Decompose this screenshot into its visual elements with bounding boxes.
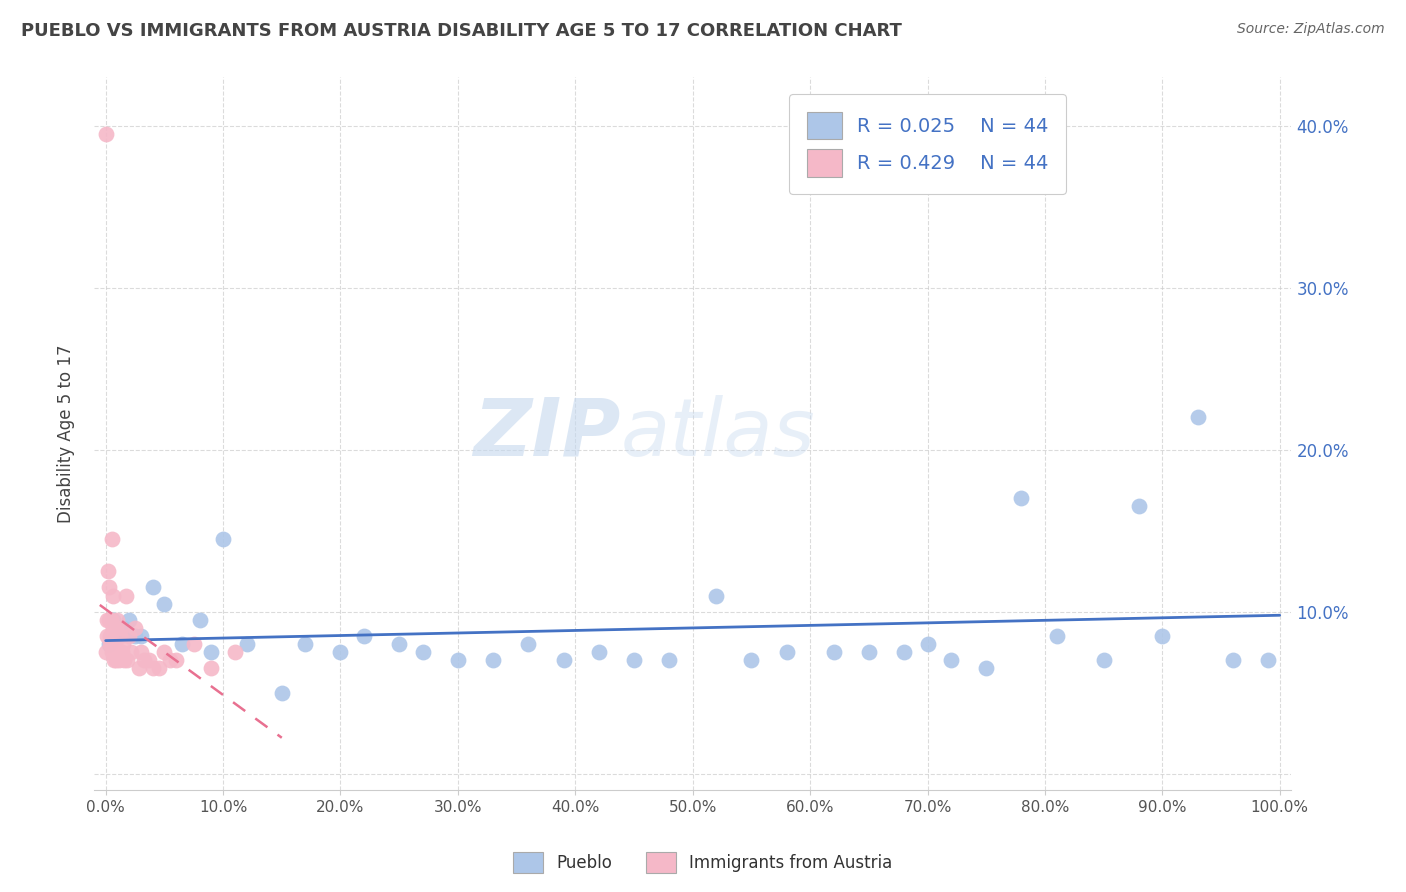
Point bbox=[917, 637, 939, 651]
Point bbox=[183, 637, 205, 651]
Point bbox=[553, 653, 575, 667]
Point bbox=[105, 629, 128, 643]
Point bbox=[100, 613, 122, 627]
Point bbox=[118, 629, 141, 643]
Point bbox=[704, 589, 727, 603]
Point bbox=[200, 661, 222, 675]
Point bbox=[98, 581, 121, 595]
Point bbox=[112, 621, 135, 635]
Point bbox=[115, 653, 138, 667]
Point bbox=[98, 637, 121, 651]
Point bbox=[94, 127, 117, 141]
Point bbox=[658, 653, 681, 667]
Point bbox=[224, 645, 246, 659]
Point bbox=[974, 661, 997, 675]
Point bbox=[98, 637, 121, 651]
Point bbox=[893, 645, 915, 659]
Point bbox=[170, 637, 193, 651]
Text: ZIP: ZIP bbox=[474, 394, 621, 473]
Point bbox=[412, 645, 434, 659]
Point bbox=[1128, 500, 1150, 514]
Text: atlas: atlas bbox=[621, 394, 815, 473]
Point bbox=[447, 653, 470, 667]
Point bbox=[388, 637, 411, 651]
Point bbox=[112, 637, 135, 651]
Point bbox=[517, 637, 540, 651]
Point bbox=[353, 629, 375, 643]
Point bbox=[153, 597, 176, 611]
Point bbox=[107, 653, 129, 667]
Point bbox=[1152, 629, 1174, 643]
Text: Source: ZipAtlas.com: Source: ZipAtlas.com bbox=[1237, 22, 1385, 37]
Point bbox=[1010, 491, 1032, 506]
Point bbox=[98, 629, 121, 643]
Point bbox=[329, 645, 352, 659]
Point bbox=[134, 653, 156, 667]
Point bbox=[823, 645, 845, 659]
Point bbox=[100, 532, 122, 546]
Legend: R = 0.025    N = 44, R = 0.429    N = 44: R = 0.025 N = 44, R = 0.429 N = 44 bbox=[789, 95, 1066, 194]
Point bbox=[97, 564, 120, 578]
Point bbox=[108, 629, 131, 643]
Point bbox=[129, 645, 152, 659]
Point bbox=[1187, 410, 1209, 425]
Point bbox=[775, 645, 797, 659]
Point bbox=[121, 645, 143, 659]
Point bbox=[588, 645, 610, 659]
Point bbox=[101, 645, 124, 659]
Point bbox=[1257, 653, 1279, 667]
Point bbox=[111, 645, 134, 659]
Point bbox=[114, 653, 136, 667]
Point bbox=[105, 613, 128, 627]
Point bbox=[129, 629, 152, 643]
Point bbox=[165, 653, 187, 667]
Point bbox=[103, 653, 125, 667]
Point bbox=[103, 637, 125, 651]
Point bbox=[138, 653, 160, 667]
Point bbox=[110, 621, 132, 635]
Point bbox=[142, 581, 165, 595]
Point bbox=[101, 621, 124, 635]
Point bbox=[96, 629, 118, 643]
Point bbox=[858, 645, 880, 659]
Point bbox=[103, 589, 125, 603]
Point bbox=[118, 613, 141, 627]
Point bbox=[105, 621, 128, 635]
Point bbox=[153, 645, 176, 659]
Point bbox=[96, 645, 118, 659]
Point bbox=[1092, 653, 1115, 667]
Point bbox=[188, 613, 211, 627]
Point bbox=[124, 629, 146, 643]
Point bbox=[1046, 629, 1069, 643]
Point bbox=[104, 637, 127, 651]
Point bbox=[124, 621, 146, 635]
Point bbox=[294, 637, 316, 651]
Legend: Pueblo, Immigrants from Austria: Pueblo, Immigrants from Austria bbox=[506, 846, 900, 880]
Point bbox=[939, 653, 962, 667]
Point bbox=[482, 653, 505, 667]
Point bbox=[159, 653, 181, 667]
Point bbox=[107, 645, 129, 659]
Point bbox=[200, 645, 222, 659]
Point bbox=[96, 613, 118, 627]
Point bbox=[212, 532, 235, 546]
Point bbox=[101, 613, 124, 627]
Point bbox=[142, 661, 165, 675]
Point bbox=[235, 637, 257, 651]
Point bbox=[114, 589, 136, 603]
Text: PUEBLO VS IMMIGRANTS FROM AUSTRIA DISABILITY AGE 5 TO 17 CORRELATION CHART: PUEBLO VS IMMIGRANTS FROM AUSTRIA DISABI… bbox=[21, 22, 903, 40]
Point bbox=[270, 686, 292, 700]
Point bbox=[623, 653, 645, 667]
Point bbox=[104, 653, 127, 667]
Y-axis label: Disability Age 5 to 17: Disability Age 5 to 17 bbox=[58, 344, 75, 523]
Point bbox=[97, 613, 120, 627]
Point bbox=[148, 661, 170, 675]
Point bbox=[740, 653, 762, 667]
Point bbox=[128, 661, 150, 675]
Point bbox=[1222, 653, 1244, 667]
